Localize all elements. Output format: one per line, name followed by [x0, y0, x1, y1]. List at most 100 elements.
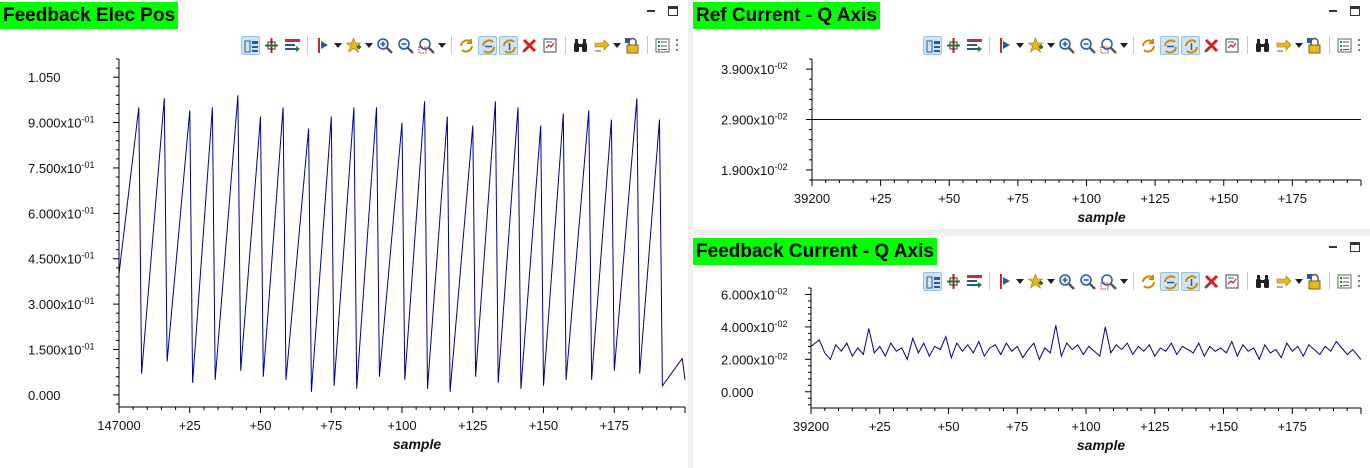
view-menu-icon[interactable]	[1356, 272, 1362, 291]
autoscale-x-icon[interactable]	[1160, 271, 1179, 291]
chart-plot[interactable]: 39200 +25 +50 +75 +100 +125 +150 +175 6.000x10-0…	[693, 236, 1370, 468]
maximize-icon[interactable]	[1348, 240, 1362, 254]
cursor-icon[interactable]	[262, 36, 281, 55]
dropdown-arrow-icon[interactable]	[1047, 272, 1055, 291]
x-tick-label: +100	[1071, 419, 1100, 434]
properties-icon[interactable]	[1335, 272, 1354, 291]
export-icon[interactable]	[1223, 272, 1242, 291]
export-icon[interactable]	[1223, 36, 1242, 55]
x-tick-label: +175	[1278, 191, 1307, 206]
autoscale-y-icon[interactable]	[499, 35, 518, 55]
graph-toolbar	[923, 270, 1362, 292]
panel-title: Feedback Elec Pos	[0, 2, 179, 29]
dropdown-arrow-icon[interactable]	[1016, 36, 1024, 55]
autoscale-x-icon[interactable]	[478, 35, 497, 55]
x-tick-label: +50	[938, 191, 960, 206]
properties-icon[interactable]	[1335, 36, 1354, 55]
arrow-icon[interactable]	[1274, 272, 1293, 291]
x-tick-label: +150	[1209, 191, 1238, 206]
panel-title: Feedback Current - Q Axis	[693, 238, 937, 265]
maximize-icon[interactable]	[666, 4, 680, 18]
properties-icon[interactable]	[653, 36, 672, 55]
refresh-icon[interactable]	[457, 36, 476, 55]
arrow-icon[interactable]	[592, 36, 611, 55]
zoom-box-icon[interactable]	[1099, 272, 1118, 291]
zoom-box-icon[interactable]	[1099, 36, 1118, 55]
export-icon[interactable]	[541, 36, 560, 55]
zoom-in-icon[interactable]	[1057, 272, 1076, 291]
x-tick-label: +150	[529, 418, 558, 433]
dropdown-arrow-icon[interactable]	[1120, 36, 1128, 55]
mark-icon[interactable]	[283, 36, 302, 55]
lock-icon[interactable]	[1305, 272, 1324, 291]
y-tick-label: 6.000x10-02	[721, 286, 788, 302]
toolbar-separator	[1247, 272, 1248, 290]
zoom-in-icon[interactable]	[1057, 36, 1076, 55]
window-controls	[1326, 240, 1362, 254]
marker-icon[interactable]	[313, 36, 332, 55]
minimize-icon[interactable]	[644, 4, 658, 18]
clear-icon[interactable]	[1202, 272, 1221, 291]
view-menu-icon[interactable]	[674, 36, 680, 55]
minimize-icon[interactable]	[1326, 4, 1340, 18]
panel-header: Feedback Current - Q Axis	[693, 236, 1370, 268]
add-icon[interactable]	[1026, 272, 1045, 291]
y-tick-label: 0.000	[28, 388, 61, 403]
panel-header: Ref Current - Q Axis	[693, 0, 1370, 32]
arrow-icon[interactable]	[1274, 36, 1293, 55]
legend-icon[interactable]	[923, 271, 942, 291]
vertical-sash[interactable]	[688, 0, 693, 468]
mark-icon[interactable]	[965, 272, 984, 291]
dropdown-arrow-icon[interactable]	[1047, 36, 1055, 55]
chart-plot[interactable]: 147000 +25 +50 +75 +100 +125 +150 +175 1.050 9.00…	[0, 0, 688, 468]
lock-icon[interactable]	[1305, 36, 1324, 55]
x-tick-label: +100	[387, 418, 416, 433]
legend-icon[interactable]	[241, 35, 260, 55]
autoscale-y-icon[interactable]	[1181, 271, 1200, 291]
dropdown-arrow-icon[interactable]	[1295, 272, 1303, 291]
zoom-in-icon[interactable]	[375, 36, 394, 55]
cursor-icon[interactable]	[944, 272, 963, 291]
dropdown-arrow-icon[interactable]	[438, 36, 446, 55]
chart-plot[interactable]: 39200 +25 +50 +75 +100 +125 +150 +175 3.900x10-0…	[693, 0, 1370, 229]
legend-icon[interactable]	[923, 35, 942, 55]
x-tick-label: +125	[1140, 419, 1169, 434]
view-menu-icon[interactable]	[1356, 36, 1362, 55]
lock-icon[interactable]	[623, 36, 642, 55]
autoscale-y-icon[interactable]	[1181, 35, 1200, 55]
mark-icon[interactable]	[965, 36, 984, 55]
clear-icon[interactable]	[1202, 36, 1221, 55]
toolbar-separator	[1133, 36, 1134, 54]
clear-icon[interactable]	[520, 36, 539, 55]
marker-icon[interactable]	[995, 272, 1014, 291]
y-tick-label: 9.000x10-01	[28, 115, 95, 131]
horizontal-sash[interactable]	[693, 229, 1370, 236]
marker-icon[interactable]	[995, 36, 1014, 55]
binoculars-icon[interactable]	[1253, 272, 1272, 291]
y-tick-label: 1.050	[28, 70, 61, 85]
zoom-out-icon[interactable]	[1078, 36, 1097, 55]
dropdown-arrow-icon[interactable]	[613, 36, 621, 55]
zoom-box-icon[interactable]	[417, 36, 436, 55]
dropdown-arrow-icon[interactable]	[365, 36, 373, 55]
cursor-icon[interactable]	[944, 36, 963, 55]
x-tick-label: +175	[600, 418, 629, 433]
zoom-out-icon[interactable]	[396, 36, 415, 55]
maximize-icon[interactable]	[1348, 4, 1362, 18]
add-icon[interactable]	[344, 36, 363, 55]
feedback-elec-pos-panel: Feedback Elec Pos 147000 +25 +50 +75 +100 +12…	[0, 0, 688, 468]
x-tick-label: +75	[1007, 191, 1029, 206]
add-icon[interactable]	[1026, 36, 1045, 55]
dropdown-arrow-icon[interactable]	[334, 36, 342, 55]
refresh-icon[interactable]	[1139, 36, 1158, 55]
dropdown-arrow-icon[interactable]	[1295, 36, 1303, 55]
autoscale-x-icon[interactable]	[1160, 35, 1179, 55]
y-tick-label: 4.500x10-01	[28, 251, 95, 267]
dropdown-arrow-icon[interactable]	[1016, 272, 1024, 291]
binoculars-icon[interactable]	[1253, 36, 1272, 55]
refresh-icon[interactable]	[1139, 272, 1158, 291]
dropdown-arrow-icon[interactable]	[1120, 272, 1128, 291]
minimize-icon[interactable]	[1326, 240, 1340, 254]
zoom-out-icon[interactable]	[1078, 272, 1097, 291]
binoculars-icon[interactable]	[571, 36, 590, 55]
